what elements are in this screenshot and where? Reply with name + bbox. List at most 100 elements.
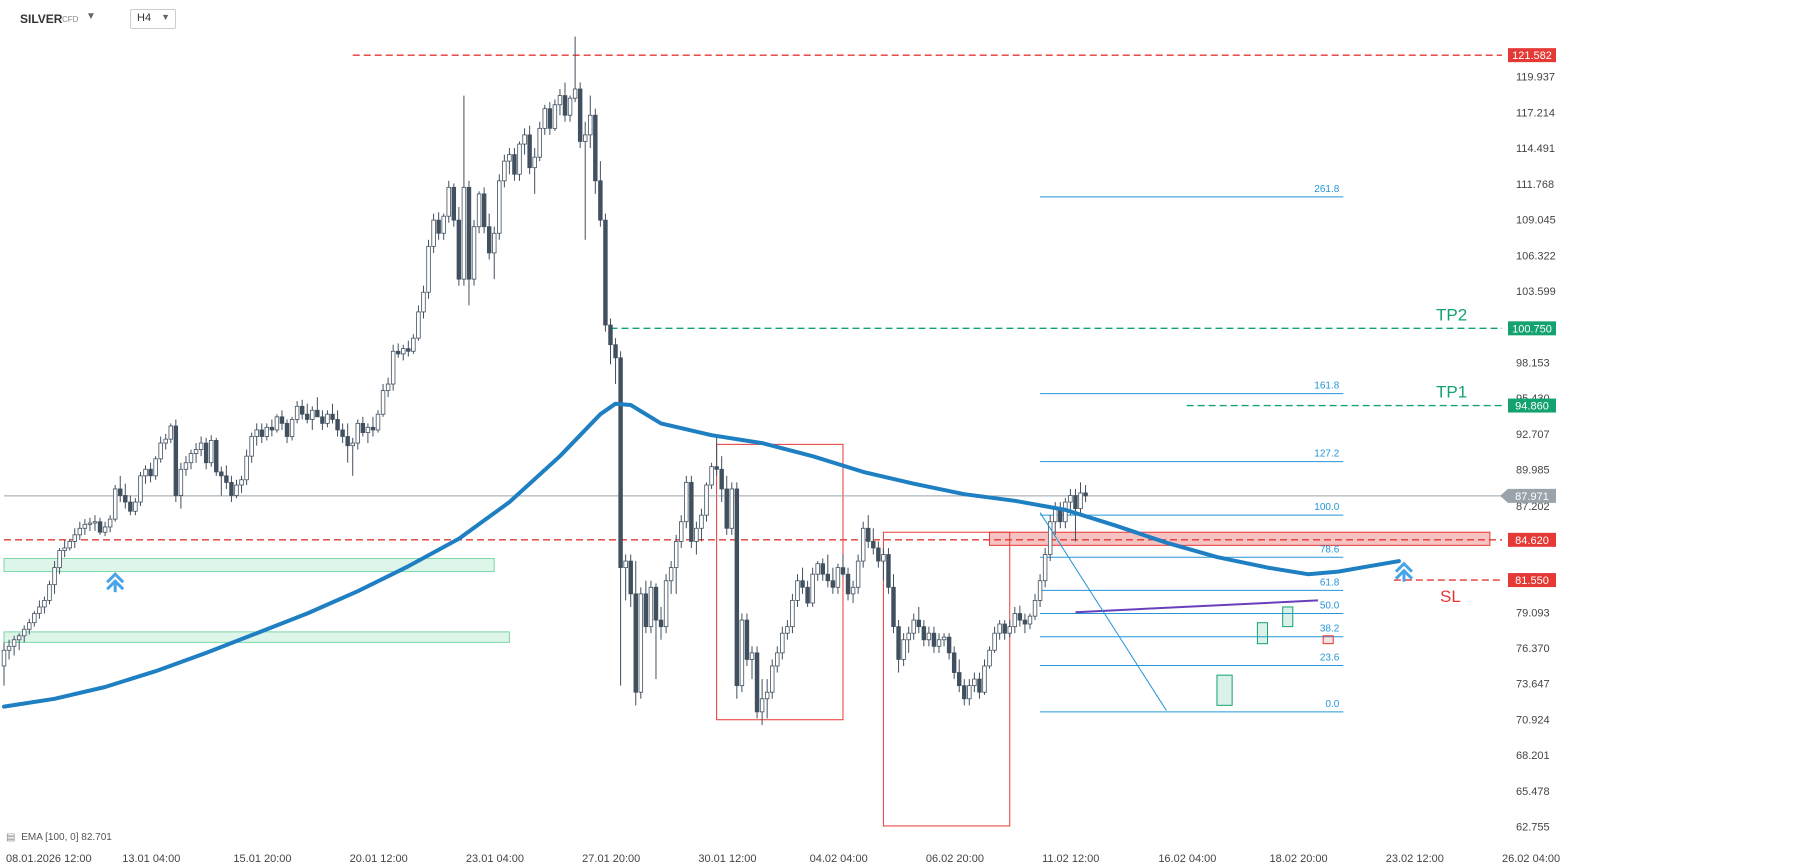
bullish-candle: [178, 468, 184, 496]
horizontal-levels: [4, 54, 1502, 581]
bearish-candle: [866, 527, 871, 542]
bearish-candle: [931, 632, 937, 647]
instrument-type-label: CFD: [62, 15, 79, 24]
bullish-candle: [679, 521, 684, 542]
bullish-candle: [57, 550, 62, 569]
bullish-candle: [234, 484, 239, 496]
level-label: 94.860: [1515, 401, 1549, 413]
fib-level-label: 23.6: [1320, 652, 1340, 663]
bullish-candle: [694, 527, 699, 542]
bullish-candle: [426, 245, 431, 293]
bullish-candle: [42, 600, 47, 608]
bearish-candle: [734, 488, 740, 687]
bearish-candle: [820, 563, 825, 575]
bearish-candle: [466, 186, 472, 280]
bearish-candle: [1073, 495, 1078, 510]
x-tick-label: 06.02 20:00: [926, 853, 984, 865]
symbol-dropdown-caret-icon[interactable]: ▼: [86, 11, 96, 22]
bullish-candle: [244, 455, 249, 481]
bullish-candle: [107, 518, 113, 528]
bearish-candle: [224, 475, 229, 483]
bearish-candle: [608, 324, 613, 346]
bullish-candle: [785, 626, 790, 634]
x-tick-label: 20.01 12:00: [350, 853, 408, 865]
level-tag-sl: SL: [1440, 587, 1461, 606]
bullish-candle: [355, 422, 361, 444]
indicator-settings-icon[interactable]: ▤: [6, 832, 16, 843]
bullish-candle: [936, 639, 942, 647]
bullish-candle: [507, 154, 512, 162]
bearish-candle: [305, 413, 310, 420]
bearish-candle: [689, 481, 694, 542]
bullish-candle: [764, 691, 770, 700]
fib-level-label: 0.0: [1325, 699, 1339, 710]
bullish-candle: [274, 416, 280, 431]
bearish-candle: [825, 573, 831, 582]
y-tick-label: 65.478: [1516, 786, 1550, 798]
bullish-candle: [684, 481, 689, 523]
bullish-candle: [411, 337, 416, 352]
ema-100-line: [2, 401, 1401, 709]
blue-trendline: [1039, 512, 1167, 711]
y-tick-label: 109.045: [1516, 215, 1556, 227]
y-tick-label: 117.214: [1516, 107, 1555, 119]
bearish-candle: [395, 350, 401, 355]
bullish-candle: [522, 134, 527, 145]
timeframe-selector[interactable]: H4 ▼: [130, 9, 176, 29]
rectangle-drawings: [716, 443, 1011, 827]
box-drawing: [716, 443, 844, 721]
bullish-candle: [92, 521, 98, 524]
x-tick-label: 30.01 12:00: [698, 853, 756, 865]
x-tick-label: 11.02 12:00: [1042, 853, 1099, 865]
y-tick-label: 73.647: [1516, 679, 1550, 691]
bearish-candle: [577, 88, 583, 142]
green-zone: [3, 557, 495, 573]
bearish-candle: [962, 685, 967, 700]
bullish-candle: [588, 114, 593, 136]
bullish-candle: [193, 449, 199, 454]
indicator-legend[interactable]: ▤ EMA [100, 0] 82.701: [6, 832, 112, 843]
bullish-candle: [441, 215, 446, 234]
bullish-candle: [532, 156, 537, 169]
bullish-candle: [416, 311, 421, 339]
bearish-candle: [946, 636, 952, 654]
bullish-candle: [517, 143, 522, 175]
y-tick-label: 62.755: [1516, 822, 1550, 834]
bullish-candle: [911, 619, 916, 634]
bearish-candle: [871, 541, 876, 549]
bullish-candle: [668, 567, 674, 582]
y-tick-label: 114.491: [1516, 143, 1555, 155]
bullish-candle: [552, 104, 558, 129]
bearish-candle: [896, 626, 901, 660]
bearish-candle: [406, 348, 411, 352]
bearish-candle: [714, 466, 719, 470]
bullish-candle: [32, 613, 37, 624]
bullish-candle: [87, 522, 93, 525]
ema-line: [2, 401, 1401, 709]
bullish-candle: [16, 635, 22, 641]
y-tick-label: 103.599: [1516, 286, 1556, 298]
y-tick-label: 98.153: [1516, 357, 1550, 369]
bearish-candle: [203, 442, 209, 464]
fib-level-label: 38.2: [1320, 624, 1340, 635]
y-tick-label: 119.937: [1516, 72, 1555, 84]
candlesticks: [1, 36, 1088, 725]
bullish-candle: [1053, 508, 1058, 523]
fib-level-label: 127.2: [1314, 449, 1339, 460]
bullish-candle: [310, 409, 315, 420]
symbol-label[interactable]: SILVER: [20, 12, 63, 26]
bearish-candle: [486, 226, 492, 254]
bullish-candle: [941, 636, 947, 641]
bearish-candle: [1022, 619, 1028, 625]
bullish-candle: [6, 645, 12, 651]
bearish-candle: [951, 652, 957, 673]
bullish-candle: [795, 580, 800, 601]
bullish-candle: [254, 429, 259, 437]
bullish-candle: [749, 652, 755, 660]
y-tick-label: 106.322: [1516, 250, 1556, 262]
bullish-candle: [992, 632, 997, 651]
bullish-candle: [926, 632, 932, 641]
level-label: 84.620: [1515, 535, 1549, 547]
bullish-candle: [855, 560, 861, 588]
